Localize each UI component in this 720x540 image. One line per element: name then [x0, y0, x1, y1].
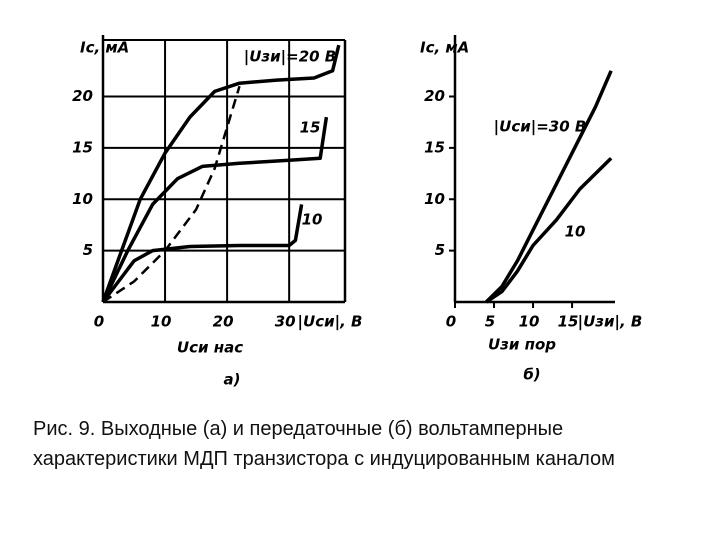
x-tick-label: 30 [275, 313, 296, 331]
line-series [484, 70, 613, 304]
x-tick-label: 20 [213, 313, 234, 331]
line-series [101, 44, 341, 303]
figure: 0 10 20 30 5 10 15 20 Iс, мА |Uси|, В а) |Uзи|=20 В… [72, 35, 643, 389]
line-series [101, 116, 329, 303]
subtitle: а) [224, 371, 241, 389]
y-tick-label: 10 [72, 190, 93, 208]
caption: Рис. 9. Выходные (а) и передаточные (б) … [33, 418, 615, 470]
y-tick-label: 15 [424, 138, 445, 156]
series-label: 15 [300, 119, 321, 137]
y-tick-label: 5 [83, 241, 93, 259]
line-series [485, 156, 613, 304]
x-tick-label: 15 [558, 313, 579, 331]
y-tick-label: 10 [424, 190, 445, 208]
y-tick-label: 15 [72, 138, 93, 156]
x-tick-label: 0 [94, 313, 104, 331]
series-label: Uси нас [177, 339, 243, 357]
line-series [101, 204, 304, 304]
subtitle: б) [523, 366, 540, 384]
x-axis-label: |Uзи|, В [578, 313, 643, 332]
x-tick-label: 5 [485, 313, 495, 331]
x-tick-label: 0 [446, 313, 456, 331]
x-tick-label: 10 [151, 313, 172, 331]
annotation: Uзи пор [488, 336, 556, 354]
x-tick-label: 10 [519, 313, 540, 331]
series-label: |Uзи|=20 В [244, 48, 336, 67]
x-axis-label: |Uси|, В [298, 313, 363, 332]
series-label: 10 [565, 223, 586, 241]
series-label: |Uси|=30 В [494, 118, 587, 137]
y-tick-label: 5 [435, 241, 445, 259]
line-series [102, 85, 241, 304]
y-axis-label: Iс, мА [80, 39, 129, 57]
y-tick-label: 20 [424, 87, 445, 105]
y-tick-label: 20 [72, 87, 93, 105]
y-axis-label: Iс, мА [420, 39, 469, 57]
series-label: 10 [302, 211, 323, 229]
